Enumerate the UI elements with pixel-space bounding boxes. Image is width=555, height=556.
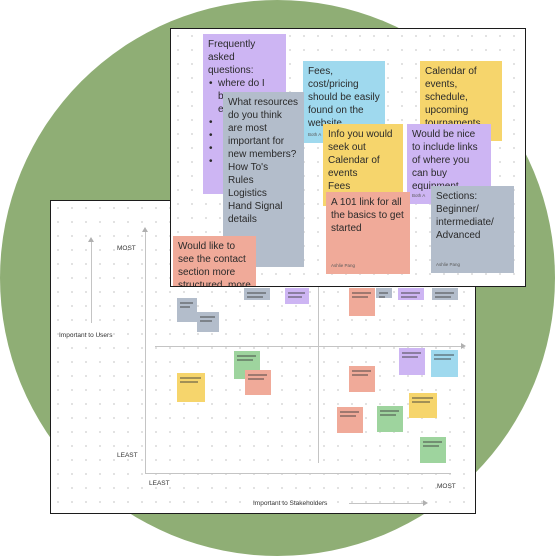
vertical-divider	[318, 201, 319, 463]
resources-line: Logistics	[228, 188, 267, 199]
fees-text: Fees, cost/pricing should be easily foun…	[308, 66, 380, 129]
mini-sticky-note[interactable]	[399, 348, 425, 375]
mini-sticky-note[interactable]	[420, 437, 446, 463]
affinity-board-panel: Frequently asked questions: where do I b…	[170, 28, 526, 287]
mini-sticky-note[interactable]	[177, 298, 197, 322]
horizontal-axis	[145, 473, 451, 474]
mini-sticky-note[interactable]	[409, 393, 437, 418]
resources-text: What resources do you think are most imp…	[228, 97, 299, 160]
mini-sticky-note[interactable]	[376, 288, 392, 298]
x-axis-most-label: MOST	[437, 483, 456, 490]
note-author: Both A	[308, 132, 322, 138]
y-axis-arrow	[91, 241, 92, 323]
mini-sticky-note[interactable]	[349, 366, 375, 392]
sticky-note-101-link[interactable]: A 101 link for all the basics to get sta…	[326, 192, 410, 274]
mini-sticky-note[interactable]	[245, 370, 271, 395]
note-author: Both A	[412, 193, 426, 199]
x-axis-arrowhead	[423, 500, 428, 506]
faq-title: Frequently asked questions:	[208, 39, 256, 76]
faq-item	[209, 155, 281, 168]
mini-sticky-note[interactable]	[431, 350, 458, 377]
sticky-note-fees[interactable]: Fees, cost/pricing should be easily foun…	[303, 61, 385, 143]
x-axis-arrow	[349, 503, 423, 504]
horizontal-divider	[155, 346, 463, 347]
mini-sticky-note[interactable]	[197, 312, 219, 332]
sticky-note-contact[interactable]: Would like to see the contact section mo…	[173, 236, 256, 287]
mini-sticky-note[interactable]	[244, 288, 270, 300]
faq-item	[209, 116, 281, 129]
mini-sticky-note[interactable]	[377, 406, 403, 432]
y-axis-most-label: MOST	[117, 245, 136, 252]
link101-text: A 101 link for all the basics to get sta…	[331, 197, 404, 234]
note-author: Ashlie Pang	[331, 263, 356, 269]
y-axis-arrowhead	[88, 237, 94, 242]
y-axis-least-label: LEAST	[117, 452, 138, 459]
sections-line: Sections:	[436, 191, 478, 202]
y-axis-title: Important to Users	[59, 332, 113, 339]
mini-sticky-note[interactable]	[432, 288, 458, 300]
equipment-links-text: Would be nice to include links of where …	[412, 129, 478, 192]
mini-sticky-note[interactable]	[285, 288, 309, 304]
divider-arrowhead	[461, 343, 466, 349]
mini-sticky-note[interactable]	[398, 288, 424, 300]
faq-item	[209, 142, 281, 155]
mini-sticky-note[interactable]	[337, 407, 363, 433]
sections-line: Beginner/	[436, 204, 479, 215]
resources-line: How To's	[228, 162, 269, 173]
calendar-text: Calendar of events, schedule, upcoming t…	[425, 66, 481, 129]
contact-text: Would like to see the contact section mo…	[178, 241, 251, 287]
info-line: Info you would seek out	[328, 129, 393, 153]
sections-line: Advanced	[436, 230, 481, 241]
vertical-axis-arrowhead	[142, 227, 148, 232]
sticky-note-sections[interactable]: Sections: Beginner/ intermediate/ Advanc…	[431, 186, 514, 273]
info-line: Fees	[328, 181, 351, 192]
sections-line: intermediate/	[436, 217, 494, 228]
mini-sticky-note[interactable]	[349, 288, 375, 316]
info-line: Calendar of events	[328, 155, 380, 179]
resources-line: Rules	[228, 175, 254, 186]
x-axis-title: Important to Stakeholders	[253, 500, 328, 507]
faq-item	[209, 129, 281, 142]
resources-line: Hand Signal details	[228, 201, 283, 225]
mini-sticky-note[interactable]	[177, 373, 205, 402]
vertical-axis	[145, 231, 146, 474]
x-axis-least-label: LEAST	[149, 480, 170, 487]
note-author: Ashlie Pang	[436, 262, 461, 268]
